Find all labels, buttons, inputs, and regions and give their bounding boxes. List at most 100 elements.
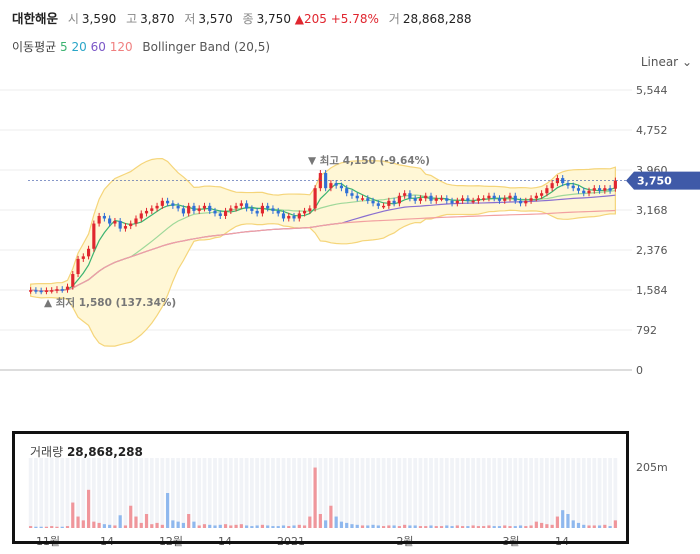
volume-bar (371, 524, 375, 528)
volume-panel-value: 28,868,288 (66, 445, 143, 459)
ma5-legend[interactable]: 5 (60, 40, 68, 54)
stock-name: 대한해운 (12, 11, 59, 26)
volume-bar (603, 524, 607, 528)
volume-bar (503, 525, 507, 528)
volume-bar (281, 525, 286, 528)
volume-bar (561, 510, 565, 528)
candle (208, 205, 212, 211)
y-tick-label: 792 (636, 324, 657, 337)
volume-bar (81, 520, 85, 528)
volume-bar (513, 526, 517, 528)
candle (176, 205, 180, 209)
candle (266, 205, 270, 209)
volume-bar (434, 526, 438, 528)
candle (281, 213, 286, 219)
volume-bar (218, 524, 222, 528)
ma20-legend[interactable]: 20 (71, 40, 87, 54)
candle (355, 195, 359, 199)
candle (424, 195, 428, 199)
volume-bar (566, 514, 570, 528)
volume-bar (176, 521, 180, 528)
volume-bar (71, 502, 75, 528)
volume-bar (44, 526, 49, 528)
volume-bar (34, 526, 38, 528)
bollinger-legend[interactable]: Bollinger Band (20,5) (142, 40, 271, 54)
candle (339, 185, 344, 189)
volume-bar (302, 525, 307, 528)
candle (113, 221, 117, 224)
volume-title: 거래량 28,868,288 (30, 443, 143, 460)
volume-bar (208, 524, 212, 528)
candle (202, 205, 207, 209)
candle (345, 188, 349, 194)
volume-bar (155, 522, 159, 528)
volume-bar (276, 526, 280, 528)
volume-bar (613, 520, 617, 528)
bollinger-band (30, 157, 616, 347)
volume-bar (213, 525, 217, 528)
candle (44, 290, 49, 292)
volume-bar (487, 525, 491, 528)
candle (308, 208, 312, 211)
volume-bar (418, 526, 423, 528)
volume-bar (318, 514, 322, 528)
volume-bar (550, 524, 554, 528)
candle (476, 198, 480, 201)
volume-bar (387, 525, 391, 528)
volume-bar (129, 505, 133, 528)
candle (87, 248, 91, 257)
candle (482, 198, 486, 200)
volume-bar (113, 525, 117, 528)
volume-bar (102, 524, 106, 528)
candle (302, 210, 307, 214)
candle (471, 200, 475, 203)
volume-value: 28,868,288 (402, 12, 472, 26)
ma120-legend[interactable]: 120 (109, 40, 133, 54)
volume-bar (271, 526, 275, 528)
ma60-legend[interactable]: 60 (90, 40, 106, 54)
volume-bar (466, 526, 470, 528)
candle (144, 210, 149, 214)
volume-bar (339, 521, 344, 528)
candle (608, 188, 612, 191)
scale-dropdown[interactable]: Linear ⌄ (641, 55, 692, 69)
y-tick-label: 5,544 (636, 84, 668, 97)
volume-bar (144, 514, 149, 528)
change-value: ▲205 (294, 12, 327, 26)
candle (271, 208, 275, 211)
candle (292, 215, 296, 219)
candle (245, 203, 249, 209)
candle (450, 200, 454, 204)
candle (487, 195, 491, 199)
candle (250, 208, 254, 211)
volume-bar (197, 525, 201, 528)
candle (160, 200, 164, 206)
candle (350, 193, 354, 196)
candle (50, 290, 54, 292)
candle (439, 198, 444, 200)
candle (329, 183, 333, 189)
candle (576, 188, 581, 191)
candle (518, 200, 523, 204)
candle (276, 210, 280, 214)
volume-bar (134, 516, 138, 528)
volume-bar (202, 524, 207, 528)
volume-tick-label: 205m (636, 461, 668, 474)
candle (587, 190, 591, 194)
volume-bar (192, 521, 196, 528)
candle (239, 203, 243, 206)
candle (466, 198, 470, 201)
volume-bar (334, 516, 338, 528)
candle (545, 188, 549, 194)
volume-bar (345, 522, 349, 528)
scale-label: Linear (640, 55, 679, 69)
candle (102, 215, 106, 219)
candle (534, 195, 538, 199)
volume-bar (245, 525, 249, 528)
candle (366, 198, 370, 201)
volume-bar (450, 526, 454, 528)
volume-bar (518, 525, 523, 528)
candle (529, 198, 533, 201)
candle (540, 193, 544, 196)
